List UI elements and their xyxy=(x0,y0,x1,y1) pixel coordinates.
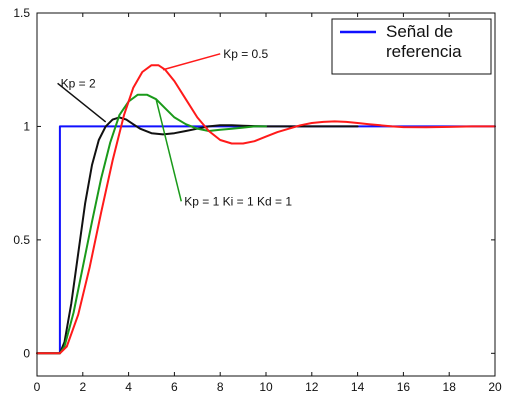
x-tick-label: 8 xyxy=(217,380,224,394)
x-tick-label: 20 xyxy=(488,380,502,394)
x-tick-label: 16 xyxy=(397,380,411,394)
x-tick-label: 2 xyxy=(79,380,86,394)
annotation-leader-kp-1-ki-1-kd-1 xyxy=(155,99,182,202)
series-layer xyxy=(36,64,496,355)
x-tick-label: 0 xyxy=(34,380,41,394)
x-tick-label: 12 xyxy=(305,380,319,394)
annotation-leader-kp-0-5 xyxy=(162,53,221,71)
legend-label: referencia xyxy=(386,42,462,61)
x-tick-label: 6 xyxy=(171,380,178,394)
series-line-kp-1-ki-1-kd-1 xyxy=(36,93,267,355)
annotation-label-kp-2: Kp = 2 xyxy=(61,76,96,90)
legend-box xyxy=(331,18,492,75)
x-tick-label: 10 xyxy=(259,380,273,394)
y-tick-label: 0 xyxy=(23,346,30,360)
annotation-label-kp-1-ki-1-kd-1: Kp = 1 Ki = 1 Kd = 1 xyxy=(184,194,292,208)
axis-ticks: 0 2 4 6 8 10 12 14 16 18 20 0 0.5 1 1.5 xyxy=(13,6,502,394)
annotation-label-kp-0-5: Kp = 0.5 xyxy=(223,47,268,61)
series-line-kp-0-5 xyxy=(36,64,496,355)
plot-frame xyxy=(36,12,496,377)
x-tick-label: 4 xyxy=(125,380,132,394)
x-tick-label: 18 xyxy=(443,380,457,394)
x-tick-label: 14 xyxy=(351,380,365,394)
annotation-layer: Kp = 0.5 Kp = 2 Kp = 1 Ki = 1 Kd = 1 xyxy=(57,47,292,208)
y-tick-label: 1 xyxy=(23,119,30,133)
y-tick-label: 0.5 xyxy=(13,233,30,247)
legend-label: Señal de xyxy=(386,22,453,41)
annotation-leader-kp-2 xyxy=(57,82,107,123)
y-tick-label: 1.5 xyxy=(13,6,30,20)
